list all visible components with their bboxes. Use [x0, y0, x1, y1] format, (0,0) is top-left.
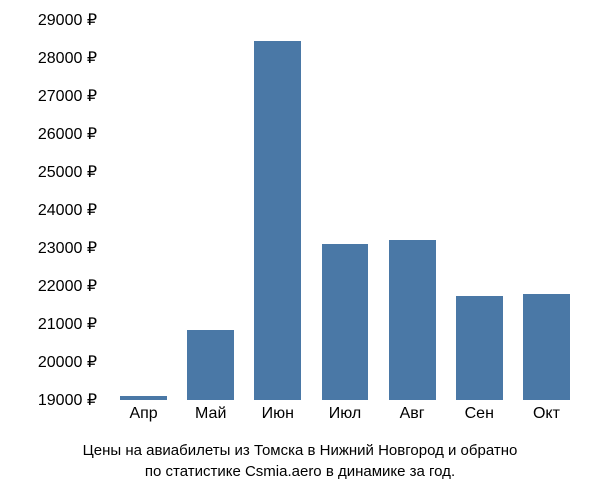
- bar: [254, 41, 301, 400]
- y-tick-label: 27000 ₽: [38, 86, 97, 106]
- x-axis: АпрМайИюнИюлАвгСенОкт: [110, 405, 580, 423]
- bar: [523, 294, 570, 400]
- bar-slot: [244, 20, 311, 400]
- y-tick-label: 19000 ₽: [38, 390, 97, 410]
- x-tick-label: Сен: [446, 405, 513, 423]
- x-tick-label: Авг: [379, 405, 446, 423]
- bar: [322, 244, 369, 400]
- bar: [456, 296, 503, 401]
- x-tick-label: Май: [177, 405, 244, 423]
- y-tick-label: 28000 ₽: [38, 48, 97, 68]
- bar-slot: [177, 20, 244, 400]
- bar-slot: [446, 20, 513, 400]
- x-tick-label: Июн: [244, 405, 311, 423]
- x-tick-label: Окт: [513, 405, 580, 423]
- bar-slot: [513, 20, 580, 400]
- bar-slot: [311, 20, 378, 400]
- bar: [187, 330, 234, 400]
- plot-area: [110, 20, 580, 400]
- x-tick-label: Июл: [311, 405, 378, 423]
- y-tick-label: 22000 ₽: [38, 276, 97, 296]
- y-tick-label: 23000 ₽: [38, 238, 97, 258]
- caption-line-1: Цены на авиабилеты из Томска в Нижний Но…: [0, 440, 600, 461]
- bar: [389, 240, 436, 400]
- y-tick-label: 25000 ₽: [38, 162, 97, 182]
- y-tick-label: 20000 ₽: [38, 352, 97, 372]
- price-bar-chart: 19000 ₽ 20000 ₽ 21000 ₽ 22000 ₽ 23000 ₽ 24000…: [0, 0, 600, 500]
- bar-slot: [110, 20, 177, 400]
- bars-group: [110, 20, 580, 400]
- caption-line-2: по статистике Csmia.aero в динамике за г…: [0, 461, 600, 482]
- y-tick-label: 24000 ₽: [38, 200, 97, 220]
- bar: [120, 396, 167, 400]
- y-tick-label: 21000 ₽: [38, 314, 97, 334]
- x-tick-label: Апр: [110, 405, 177, 423]
- y-axis: 19000 ₽20000 ₽21000 ₽22000 ₽23000 ₽24000…: [0, 20, 105, 400]
- chart-caption: Цены на авиабилеты из Томска в Нижний Но…: [0, 440, 600, 482]
- y-tick-label: 29000 ₽: [38, 10, 97, 30]
- y-tick-label: 26000 ₽: [38, 124, 97, 144]
- bar-slot: [379, 20, 446, 400]
